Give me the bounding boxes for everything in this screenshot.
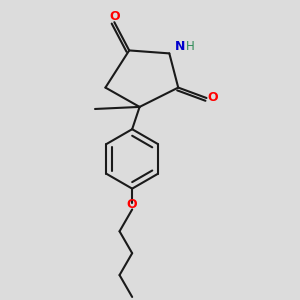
- Text: O: O: [109, 10, 120, 23]
- Text: H: H: [186, 40, 194, 53]
- Text: N: N: [175, 40, 185, 53]
- Text: O: O: [127, 198, 137, 211]
- Text: O: O: [208, 92, 218, 104]
